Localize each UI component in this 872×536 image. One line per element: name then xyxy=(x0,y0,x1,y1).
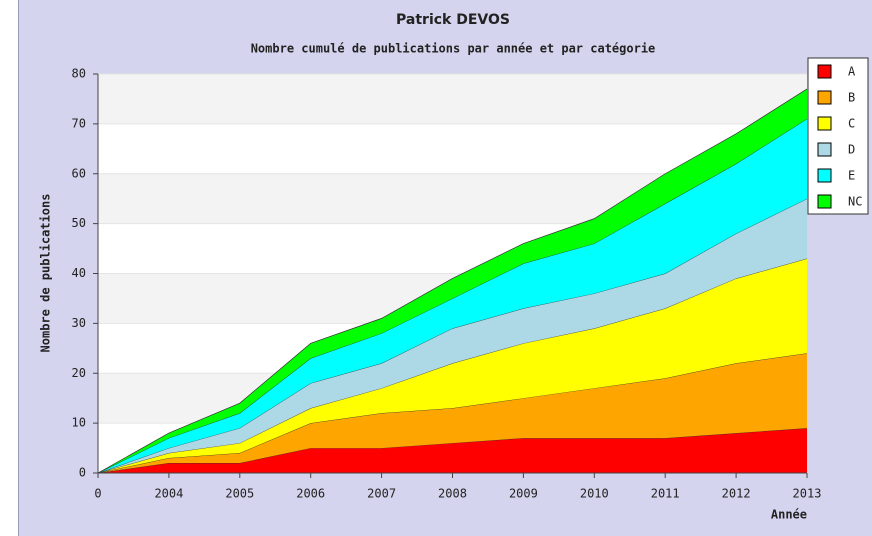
x-tick-label: 2010 xyxy=(580,487,609,501)
y-tick-label: 70 xyxy=(72,116,86,130)
y-tick-label: 30 xyxy=(72,316,86,330)
legend-label: E xyxy=(848,169,855,183)
x-tick-label: 2011 xyxy=(651,487,680,501)
y-tick-label: 50 xyxy=(72,216,86,230)
y-axis-label: Nombre de publications xyxy=(39,194,53,353)
x-tick-label: 2007 xyxy=(367,487,396,501)
legend-label: A xyxy=(848,65,856,79)
legend-swatch xyxy=(817,168,832,183)
x-tick-label: 2004 xyxy=(154,487,183,501)
legend-box xyxy=(807,57,869,215)
legend-swatch xyxy=(817,64,832,79)
legend-label: C xyxy=(848,117,855,131)
x-axis-label: Année xyxy=(771,508,807,522)
y-tick-label: 60 xyxy=(72,166,86,180)
legend-swatch xyxy=(817,90,832,105)
y-tick-label: 20 xyxy=(72,366,86,380)
legend-label: NC xyxy=(848,195,862,209)
legend-label: B xyxy=(848,91,855,105)
grid-band xyxy=(98,74,807,124)
area xyxy=(98,258,807,473)
legend-swatch xyxy=(817,142,832,157)
chart-subtitle: Nombre cumulé de publications par année … xyxy=(251,42,656,56)
y-tick-label: 10 xyxy=(72,416,86,430)
x-tick-label: 2009 xyxy=(509,487,538,501)
legend-swatch xyxy=(817,116,832,131)
legend-label: D xyxy=(848,143,855,157)
area-edge xyxy=(97,88,808,474)
y-tick-label: 80 xyxy=(72,67,86,81)
x-tick-label: 2006 xyxy=(296,487,325,501)
area xyxy=(98,353,807,473)
x-tick-label: 2013 xyxy=(793,487,822,501)
x-tick-label: 0 xyxy=(94,487,101,501)
area xyxy=(98,198,807,473)
area xyxy=(98,428,807,473)
x-tick-label: 2008 xyxy=(438,487,467,501)
chart-title: Patrick DEVOS xyxy=(396,12,510,28)
x-tick-label: 2005 xyxy=(225,487,254,501)
x-tick-label: 2012 xyxy=(722,487,751,501)
y-tick-label: 40 xyxy=(72,266,86,280)
legend-swatch xyxy=(817,194,832,209)
y-tick-label: 0 xyxy=(79,466,86,480)
area xyxy=(98,88,807,474)
